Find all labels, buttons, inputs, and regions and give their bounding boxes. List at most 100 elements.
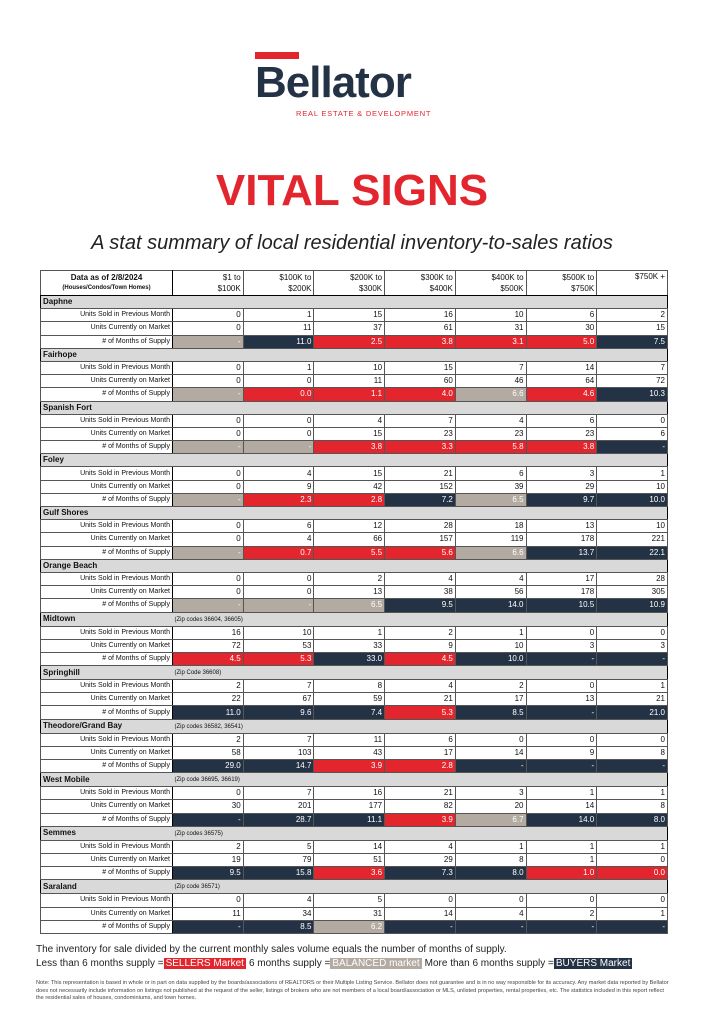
value-cell: 10 <box>242 625 315 640</box>
as-of-date: Data as of 2/8/2024 <box>70 273 143 282</box>
value-cell: 29 <box>384 852 456 868</box>
data-row: Units Sold in Previous Month 2 7 11 6 0 0 0 <box>40 732 668 747</box>
value-cell: 6 <box>596 426 668 442</box>
value-cell: 58 <box>172 745 244 761</box>
value-cell: 19 <box>172 852 244 868</box>
value-cell: 10 <box>313 360 386 376</box>
column-header-line: $1 to <box>222 273 241 282</box>
value-cell: 16 <box>313 786 386 801</box>
value-cell: 0.7 <box>242 545 315 560</box>
value-cell: 42 <box>313 479 386 494</box>
data-row: Units Currently on Market 0 0 15 23 23 23 6 <box>40 426 668 442</box>
value-cell: 0 <box>172 532 244 547</box>
value-cell: 0 <box>596 625 668 640</box>
value-cell: - <box>454 919 527 934</box>
section-name: Daphne <box>40 294 173 310</box>
value-cell: 60 <box>384 374 456 389</box>
column-header-line: $200K to <box>350 273 383 282</box>
value-cell: 2.5 <box>313 334 386 349</box>
row-label: Units Currently on Market <box>40 321 173 336</box>
data-row: Units Sold in Previous Month 0 1 15 16 10 6 2 <box>40 308 668 323</box>
value-cell: 3 <box>525 638 598 653</box>
value-cell: 0 <box>242 571 315 587</box>
value-cell: 10.5 <box>525 598 598 613</box>
value-cell: 31 <box>454 321 527 336</box>
value-cell: 64 <box>525 374 598 389</box>
value-cell: 4 <box>454 906 527 921</box>
value-cell: 6 <box>454 466 527 481</box>
section-name: Foley <box>40 453 173 468</box>
row-label: # of Months of Supply <box>40 387 173 402</box>
row-label: Units Sold in Previous Month <box>40 839 173 854</box>
value-cell: 1 <box>596 466 668 481</box>
value-cell: 22 <box>172 692 244 707</box>
row-label: Units Currently on Market <box>40 479 173 494</box>
row-label: Units Currently on Market <box>40 745 173 761</box>
value-cell: 3 <box>525 466 598 481</box>
value-cell: 46 <box>454 374 527 389</box>
value-cell: 67 <box>242 692 315 707</box>
row-label: Units Sold in Previous Month <box>40 571 173 587</box>
value-cell: 7.5 <box>596 334 668 349</box>
value-cell: 221 <box>596 532 668 547</box>
header-row: Data as of 2/8/2024 (Houses/Condos/Town H… <box>40 270 668 296</box>
row-label: Units Sold in Previous Month <box>40 625 173 640</box>
value-cell: 0 <box>172 426 244 442</box>
value-cell: 16 <box>384 308 456 323</box>
value-cell: 13 <box>313 585 386 600</box>
section-note: (Zip code 36571) <box>174 884 220 891</box>
section-row: Theodore/Grand Bay (Zip codes 36582, 3654… <box>40 718 668 734</box>
value-cell: 72 <box>596 374 668 389</box>
value-cell: 22.1 <box>596 545 668 560</box>
row-label: Units Sold in Previous Month <box>40 786 173 801</box>
value-cell: 23 <box>525 426 598 442</box>
row-label: # of Months of Supply <box>40 598 173 613</box>
value-cell: 6 <box>242 519 315 534</box>
section-row: West Mobile (Zip code 36695, 36619) <box>40 772 668 788</box>
data-row: Units Sold in Previous Month 0 1 10 15 7 14 7 <box>40 360 668 376</box>
value-cell: 2 <box>525 906 598 921</box>
value-cell: 0 <box>172 466 244 481</box>
data-row: Units Sold in Previous Month 0 4 15 21 6 3 1 <box>40 466 668 481</box>
value-cell: 4 <box>384 679 456 694</box>
section-row: Semmes (Zip codes 36575) <box>40 825 668 841</box>
row-label: Units Currently on Market <box>40 585 173 600</box>
value-cell: 10 <box>596 479 668 494</box>
value-cell: 1 <box>525 852 598 868</box>
value-cell: 15 <box>313 426 386 442</box>
value-cell: 6.6 <box>454 387 527 402</box>
value-cell: 9.5 <box>384 598 456 613</box>
value-cell: 5.0 <box>525 334 598 349</box>
value-cell: 9.7 <box>525 492 598 508</box>
section-note-cell <box>172 400 668 415</box>
value-cell: 0 <box>172 571 244 587</box>
column-header-line: $100K to <box>279 273 312 282</box>
row-label: Units Sold in Previous Month <box>40 413 173 428</box>
value-cell: 10 <box>454 308 527 323</box>
data-row: Units Sold in Previous Month 0 0 4 7 4 6 0 <box>40 413 668 428</box>
value-cell: - <box>172 598 244 613</box>
section-note-cell: (Zip codes 36575) <box>172 825 668 841</box>
value-cell: 13 <box>525 519 598 534</box>
column-header: $100K to $200K <box>242 270 315 296</box>
value-cell: 0 <box>172 308 244 323</box>
value-cell: 7 <box>454 360 527 376</box>
legend-box: BALANCED market <box>330 958 422 969</box>
row-label: Units Currently on Market <box>40 532 173 547</box>
value-cell: 3 <box>454 786 527 801</box>
value-cell: 82 <box>384 799 456 814</box>
value-cell: 4 <box>384 571 456 587</box>
value-cell: 178 <box>525 532 598 547</box>
value-cell: 21 <box>384 692 456 707</box>
value-cell: 5.6 <box>384 545 456 560</box>
disclaimer: Note: This representation is based in wh… <box>36 980 669 1001</box>
value-cell: 7.4 <box>313 705 386 720</box>
value-cell: 11 <box>172 906 244 921</box>
value-cell: 0 <box>172 519 244 534</box>
value-cell: - <box>525 651 598 667</box>
value-cell: 1.1 <box>313 387 386 402</box>
data-row: # of Months of Supply 11.0 9.6 7.4 5.3 8.5-21… <box>40 705 668 720</box>
value-cell: 3.8 <box>525 440 598 455</box>
value-cell: 10.3 <box>596 387 668 402</box>
